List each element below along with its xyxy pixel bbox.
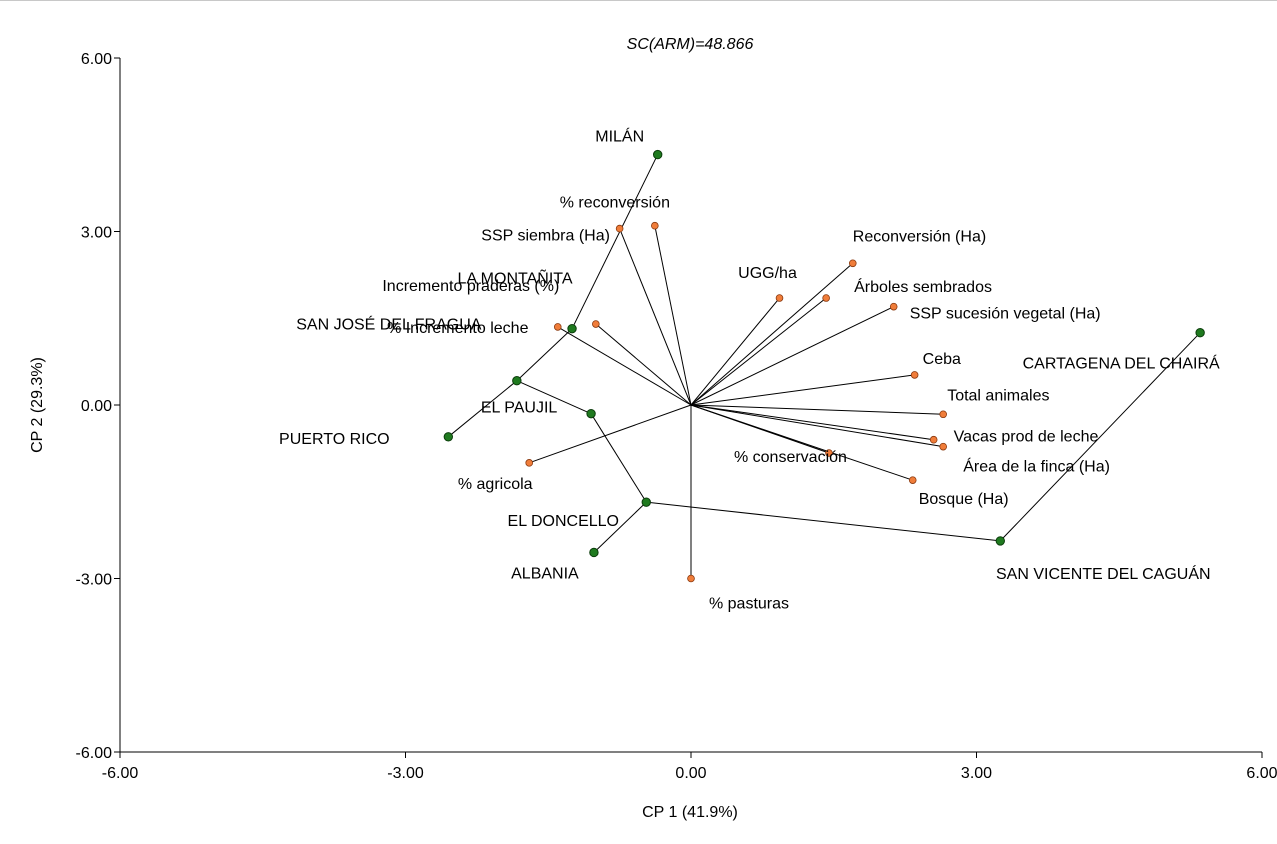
x-tick-label: 6.00 (1246, 765, 1277, 782)
y-tick-label: 3.00 (81, 225, 112, 242)
variable-point-pasturas (687, 574, 695, 583)
variable-label-incremento-praderas: Incremento praderas (%) (382, 278, 559, 295)
vector-ssp-siembra-ha (619, 228, 692, 406)
x-tick-label: 3.00 (961, 765, 992, 782)
vector-ugg-ha (690, 297, 780, 406)
vector-vacas-prod-de-leche (690, 404, 934, 441)
point-labels: % reconversión SSP siembra (Ha) Incremento… (279, 127, 1220, 613)
connection-la-montanita-san-jose-del-fragua (516, 328, 573, 382)
site-label-cartagena-del-chaira: CARTAGENA DEL CHAIRÁ (1023, 354, 1220, 373)
variable-point-incremento-praderas (592, 320, 600, 328)
variable-label-pasturas: % pasturas (709, 596, 789, 613)
site-point-el-paujil (586, 408, 596, 419)
variable-point-conservacion (825, 449, 833, 457)
site-point-albania (589, 547, 599, 558)
variable-point-agricola (525, 459, 534, 467)
site-point-cartagena-del-chaira (1195, 328, 1205, 338)
site-label-san-vicente-del-caguan: SAN VICENTE DEL CAGUÁN (996, 564, 1211, 583)
connection-el-doncello-albania (593, 501, 647, 553)
vector-ceba (690, 374, 915, 406)
site-label-milan: MILÁN (595, 127, 644, 146)
x-tick-label: -6.00 (102, 765, 139, 782)
site-point-la-montanita (567, 323, 577, 334)
variable-vectors (529, 225, 944, 579)
variable-point-vacas-prod-de-leche (929, 435, 938, 444)
variable-point-bosque-ha (908, 476, 917, 484)
variable-label-agricola: % agricola (458, 476, 533, 493)
variable-point-incremento-leche (553, 323, 562, 331)
site-point-milan (652, 149, 663, 160)
y-axis-title: CP 2 (29.3%) (29, 357, 46, 453)
connection-el-paujil-el-doncello (590, 413, 647, 503)
site-point-el-doncello (641, 497, 651, 507)
variable-point-reconversion (651, 221, 659, 230)
variable-point-total-animales (939, 410, 947, 419)
x-tick-label: -3.00 (387, 765, 424, 782)
points (443, 149, 1205, 583)
connection-milan-la-montanita (571, 154, 659, 329)
site-label-san-jose-del-fragua: SAN JOSÉ DEL FRAGUA (296, 315, 482, 334)
variable-label-area-de-la-finca-ha: Área de la finca (Ha) (963, 457, 1110, 476)
vector-reconversion (654, 225, 692, 406)
vector-agricola (529, 404, 692, 464)
connection-san-vicente-del-caguan-cartagena-del-chaira (999, 332, 1201, 542)
axes: -6.00 -3.00 0.00 3.00 6.00 -6.00 -3.00 0.00 3.00… (76, 51, 1277, 782)
variable-point-ugg-ha (775, 294, 784, 302)
variable-point-ssp-siembra-ha (615, 224, 624, 233)
vector-incremento-praderas (595, 323, 692, 406)
chart-title: SC(ARM)=48.866 (627, 36, 754, 53)
variable-label-ssp-siembra-ha: SSP siembra (Ha) (481, 228, 610, 245)
y-tick-label: 0.00 (81, 398, 112, 415)
x-axis-title: CP 1 (41.9%) (642, 804, 738, 821)
variable-label-reconversion-ha: Reconversión (Ha) (853, 228, 986, 245)
y-tick-label: -6.00 (76, 745, 113, 762)
variable-point-area-de-la-finca-ha (939, 442, 947, 451)
site-connections (448, 154, 1201, 553)
site-point-puerto-rico (443, 432, 454, 442)
variable-label-reconversion: % reconversión (560, 195, 670, 212)
variable-point-reconversion-ha (848, 259, 857, 268)
connection-san-jose-del-fragua-el-paujil (516, 380, 592, 415)
vector-area-de-la-finca-ha (690, 404, 944, 448)
site-label-albania: ALBANIA (511, 565, 579, 582)
site-label-puerto-rico: PUERTO RICO (279, 431, 390, 448)
variable-label-vacas-prod-de-leche: Vacas prod de leche (954, 429, 1099, 446)
variable-label-ssp-sucesion-vegetal-ha: SSP sucesión vegetal (Ha) (910, 306, 1101, 323)
variable-label-total-animales: Total animales (947, 387, 1049, 404)
site-label-el-doncello: EL DONCELLO (508, 513, 619, 530)
vector-total-animales (690, 404, 944, 415)
vector-ssp-sucesion-vegetal-ha (690, 306, 894, 406)
variable-label-ceba: Ceba (923, 351, 961, 368)
variable-point-ceba (910, 371, 919, 379)
site-label-el-paujil: EL PAUJIL (481, 400, 558, 417)
connection-san-jose-del-fragua-puerto-rico (448, 380, 518, 438)
variable-point-ssp-sucesion-vegetal-ha (889, 302, 898, 311)
site-point-san-jose-del-fragua (512, 376, 522, 386)
y-tick-label: 6.00 (81, 51, 112, 68)
site-label-la-montanita: LA MONTAÑITA (458, 268, 573, 288)
vector-bosque-ha (690, 404, 913, 481)
y-tick-label: -3.00 (76, 572, 113, 589)
connection-el-doncello-san-vicente-del-caguan (646, 501, 1001, 542)
vector-incremento-leche (557, 326, 692, 406)
variable-label-ugg-ha: UGG/ha (738, 265, 797, 282)
variable-label-bosque-ha: Bosque (Ha) (919, 491, 1009, 508)
variable-label-incremento-leche: % Incremento leche (387, 320, 529, 337)
x-tick-label: 0.00 (675, 765, 706, 782)
vector-arboles-sembrados (690, 297, 827, 406)
variable-label-conservacion: % conservación (734, 449, 847, 466)
variable-point-arboles-sembrados (822, 294, 830, 302)
vector-reconversion-ha (690, 262, 854, 406)
variable-label-arboles-sembrados: Árboles sembrados (854, 277, 992, 296)
site-point-san-vicente-del-caguan (995, 536, 1005, 546)
